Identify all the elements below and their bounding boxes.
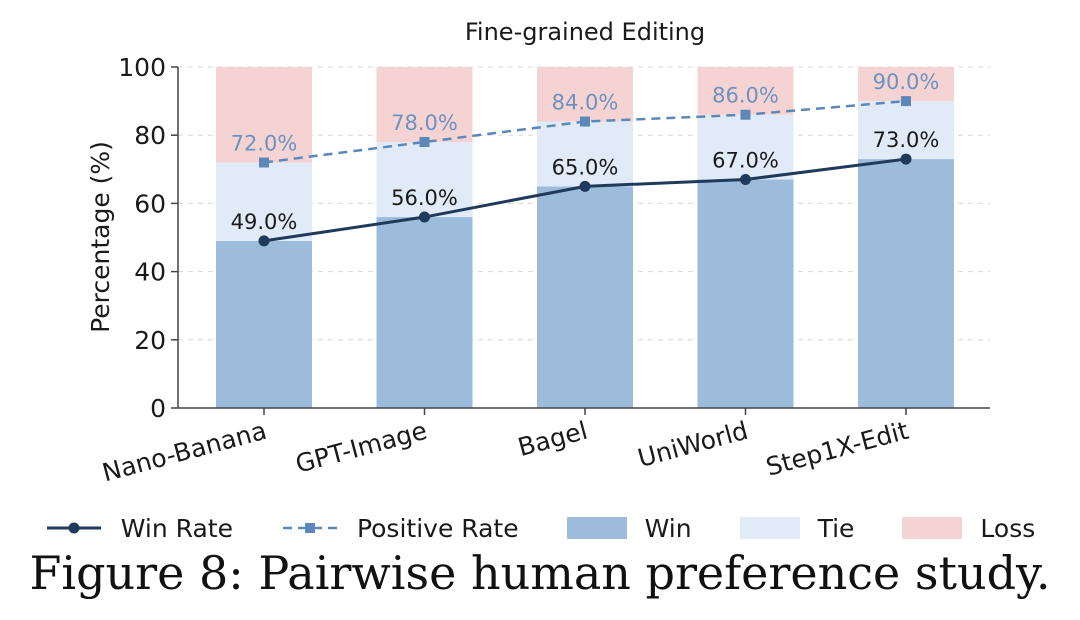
legend-item-loss: Loss [902,514,1035,543]
axes: 0 20 40 60 80 100 [118,53,990,423]
win-rate-point [419,211,430,223]
legend-label-win-rate: Win Rate [120,513,233,543]
y-tick-label: 40 [134,258,166,287]
bar-tie [216,162,312,241]
legend-label-positive-rate: Positive Rate [356,513,519,543]
win-rate-point [900,153,912,165]
x-tick-label: Bagel [515,416,591,462]
positive-rate-point [740,109,751,120]
y-tick-label: 0 [150,394,166,423]
legend: Win Rate Positive Rate Win Tie Loss [0,508,1080,548]
bar-win [537,186,633,408]
win-rate-value-label: 67.0% [712,149,779,173]
win-rate-value-label: 49.0% [231,210,298,234]
bar-win [697,179,794,408]
chart-title: Fine-grained Editing [465,18,705,46]
bar-win [376,217,473,408]
bar-tie [858,101,954,160]
y-axis-label: Percentage (%) [86,141,115,333]
legend-label-tie: Tie [817,513,855,543]
positive-rate-point [901,96,911,107]
bar-tie [537,121,633,187]
win-rate-point [258,235,270,247]
loss-swatch [902,517,963,539]
bar-win [858,159,954,408]
positive-rate-value-label: 78.0% [391,111,458,135]
y-tick-label: 20 [134,326,166,355]
positive-rate-value-label: 90.0% [873,70,940,94]
y-tick-label: 60 [134,189,166,218]
chart: Fine-grained Editing Percentage (%) 0 20 4… [86,18,990,488]
win-rate-point [740,174,751,186]
x-tick-label: Step1X-Edit [763,416,912,482]
y-tick-label: 100 [118,53,166,82]
win-rate-point [579,180,591,192]
bar-loss [216,67,312,163]
tie-swatch [739,517,800,539]
positive-rate-value-label: 84.0% [552,91,619,115]
positive-rate-point [419,137,430,148]
positive-rate-value-label: 72.0% [231,131,298,155]
bar-loss [697,67,794,115]
legend-item-win-rate: Win Rate [45,514,233,543]
bars [216,67,954,408]
legend-item-win: Win [566,513,692,543]
x-tick-label: GPT-Image [292,416,430,479]
bar-tie [697,114,794,180]
positive-rate-point [580,116,590,127]
data-labels: 72.0% 78.0% 84.0% 86.0% 90.0% 49.0% 56.0% 65.0%… [231,70,940,234]
positive-rate-line-swatch [282,523,337,533]
series-lines [258,96,912,247]
x-tick-labels: Nano-Banana GPT-Image Bagel UniWorld Step1X-… [99,416,912,488]
y-tick-label: 80 [134,121,166,150]
legend-label-win: Win [644,513,692,543]
figure-caption: Figure 8: Pairwise human preference stud… [29,546,1051,600]
win-swatch [566,517,627,539]
bar-loss [376,67,473,143]
win-rate-value-label: 65.0% [552,155,619,179]
bar-loss [858,67,954,102]
win-rate-line-swatch [46,522,101,534]
bar-tie [376,142,473,218]
x-tick-label: UniWorld [635,416,751,473]
positive-rate-value-label: 86.0% [712,84,779,108]
win-rate-value-label: 73.0% [873,128,940,152]
win-rate-value-label: 56.0% [391,186,458,210]
positive-rate-point [259,157,269,168]
legend-item-positive-rate: Positive Rate [281,514,519,543]
bar-win [216,240,312,408]
legend-item-tie: Tie [739,513,855,543]
x-tick-label: Nano-Banana [99,416,269,488]
bar-loss [537,67,633,122]
legend-label-loss: Loss [980,513,1036,543]
